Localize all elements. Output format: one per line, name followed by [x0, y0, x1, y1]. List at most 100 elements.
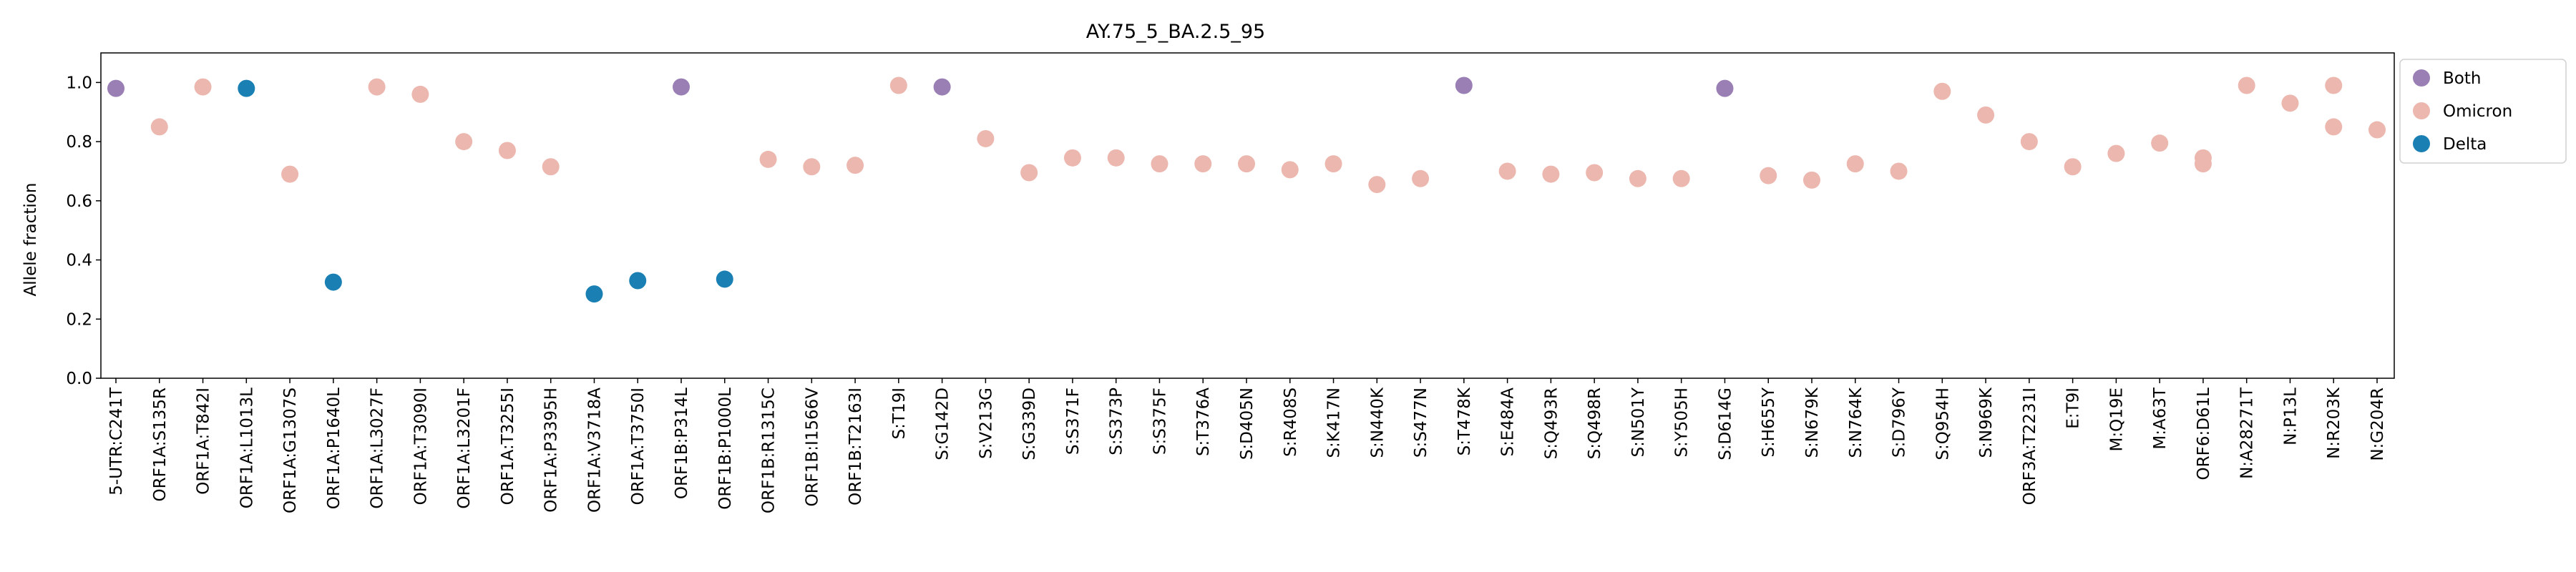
x-tick-label: S:Y505H	[1673, 388, 1692, 458]
x-tick-label: ORF1B:I1566V	[803, 388, 821, 507]
x-tick-label: ORF1A:L1013L	[238, 388, 256, 508]
data-point-omicron	[2107, 144, 2125, 162]
x-tick-label: S:Q498R	[1586, 388, 1604, 459]
x-tick-label: ORF1A:L3027F	[369, 388, 387, 509]
data-point-omicron	[2020, 133, 2038, 151]
data-point-omicron	[1586, 164, 1604, 182]
data-point-omicron	[2325, 118, 2343, 136]
data-point-omicron	[1890, 162, 1908, 180]
y-tick-label: 1.0	[66, 74, 92, 92]
x-tick-label: S:D614G	[1716, 388, 1735, 460]
data-point-both	[673, 78, 690, 96]
legend-marker-both	[2413, 69, 2430, 87]
x-tick-label: S:V213G	[977, 388, 995, 459]
data-point-omicron	[2194, 155, 2212, 173]
x-tick-label: S:S375F	[1151, 388, 1169, 455]
data-point-omicron	[1063, 149, 1081, 167]
x-tick-label: S:E484A	[1499, 388, 1518, 457]
x-tick-label: S:N679K	[1803, 387, 1822, 458]
data-point-omicron	[1412, 169, 1430, 187]
x-tick-label: S:H655Y	[1760, 387, 1778, 458]
y-axis: 0.0 0.2 0.4 0.6 0.8 1.0	[66, 74, 101, 388]
data-point-omicron	[1238, 155, 1255, 173]
x-tick-label: N:P13L	[2281, 388, 2300, 445]
x-tick-label: S:T376A	[1194, 388, 1213, 456]
data-point-both	[1455, 77, 1473, 94]
x-tick-label: M:A63T	[2151, 387, 2170, 450]
x-tick-label: S:T19I	[890, 388, 909, 439]
data-point-omicron	[2151, 134, 2169, 152]
data-point-omicron	[194, 78, 212, 96]
x-tick-label: ORF6:D61L	[2195, 388, 2213, 480]
x-tick-label: ORF3A:T2231I	[2021, 388, 2039, 505]
data-point-omicron	[498, 142, 516, 159]
x-tick-label: ORF1B:P1000L	[716, 388, 735, 510]
data-point-omicron	[281, 165, 299, 183]
x-tick-label: ORF1A:S135R	[151, 388, 170, 502]
data-point-omicron	[1760, 167, 1777, 184]
data-point-both	[1716, 79, 1734, 97]
x-tick-label: S:R408S	[1282, 388, 1300, 457]
x-tick-label: E:T9I	[2064, 388, 2083, 429]
x-tick-label: N:R203K	[2325, 387, 2343, 459]
data-point-omicron	[1020, 164, 1038, 182]
data-point-omicron	[455, 133, 473, 151]
data-point-omicron	[2238, 77, 2255, 94]
x-tick-label: S:Q954H	[1933, 388, 1952, 460]
data-point-omicron	[1498, 162, 1516, 180]
x-tick-label: S:D405N	[1238, 388, 1257, 460]
x-axis: 5-UTR:C241T ORF1A:S135R ORF1A:T842I ORF1A:L…	[107, 378, 2387, 513]
y-tick-label: 0.8	[66, 133, 92, 152]
x-tick-label: S:N501Y	[1629, 387, 1648, 457]
data-point-omicron	[368, 78, 386, 96]
data-point-omicron	[803, 158, 821, 176]
x-tick-label: ORF1A:L3201F	[455, 388, 474, 509]
data-point-omicron	[1977, 106, 1995, 124]
x-tick-label: S:N764K	[1847, 387, 1865, 458]
data-point-omicron	[759, 150, 777, 168]
data-point-delta	[629, 272, 647, 290]
x-tick-label: ORF1A:V3718A	[585, 388, 604, 513]
x-tick-label: S:K417N	[1325, 388, 1344, 458]
x-tick-label: ORF1B:P314L	[673, 388, 691, 499]
x-tick-label: ORF1B:R1315C	[760, 388, 779, 513]
data-point-delta	[585, 285, 603, 303]
chart-title: AY.75_5_BA.2.5_95	[1086, 21, 1265, 43]
legend-marker-delta	[2413, 135, 2430, 152]
data-point-omicron	[1629, 169, 1646, 187]
x-tick-label: S:G142D	[934, 388, 952, 460]
legend: Both Omicron Delta	[2399, 59, 2567, 164]
data-point-omicron	[1151, 155, 1169, 173]
x-tick-label: ORF1A:T3255I	[499, 388, 517, 505]
legend-box	[2399, 59, 2567, 164]
legend-label-both: Both	[2443, 69, 2481, 88]
data-point-omicron	[1672, 169, 1690, 187]
x-tick-label: N:A28271T	[2238, 387, 2257, 479]
data-point-omicron	[1846, 155, 1864, 173]
data-point-delta	[716, 270, 733, 288]
x-tick-label: ORF1A:T3750I	[629, 388, 648, 505]
data-point-omicron	[2064, 158, 2082, 176]
data-point-omicron	[1281, 161, 1299, 179]
x-tick-label: S:D796Y	[1890, 387, 1909, 458]
legend-marker-omicron	[2413, 102, 2430, 119]
x-tick-label: ORF1A:T842I	[195, 388, 213, 495]
y-tick-label: 0.4	[66, 252, 92, 270]
data-point-omicron	[1803, 171, 1820, 189]
x-tick-label: S:T478K	[1455, 387, 1474, 455]
x-tick-label: 5-UTR:C241T	[107, 387, 126, 495]
legend-label-omicron: Omicron	[2443, 102, 2512, 121]
data-point-delta	[324, 273, 342, 291]
legend-label-delta: Delta	[2443, 135, 2487, 154]
x-tick-label: ORF1A:P3395H	[542, 388, 561, 513]
data-points	[107, 77, 2386, 303]
data-point-omicron	[1324, 155, 1342, 173]
data-point-omicron	[889, 77, 907, 94]
data-point-both	[107, 79, 125, 97]
data-point-omicron	[2325, 77, 2343, 94]
y-tick-label: 0.2	[66, 310, 92, 329]
data-point-omicron	[2368, 121, 2386, 139]
data-point-omicron	[1542, 165, 1560, 183]
y-tick-label: 0.6	[66, 192, 92, 211]
